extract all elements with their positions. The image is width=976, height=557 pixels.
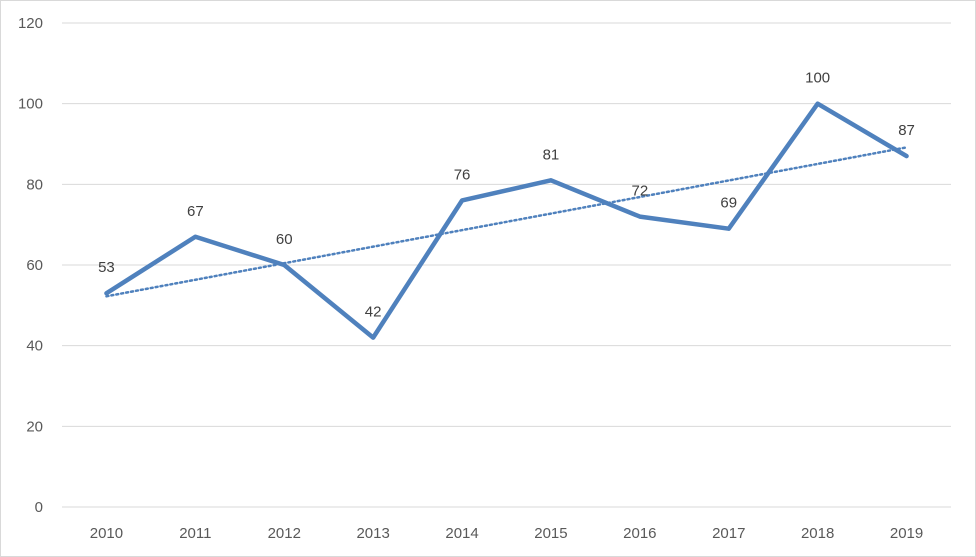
data-label-2015: 81: [543, 146, 560, 163]
gridlines: [62, 22, 951, 508]
x-tick-label-2016: 2016: [623, 525, 656, 542]
data-label-2011: 67: [187, 203, 204, 220]
y-tick-label-80: 80: [26, 176, 43, 193]
data-label-2019: 87: [898, 122, 915, 139]
x-tick-label-2017: 2017: [712, 525, 745, 542]
x-tick-label-2015: 2015: [534, 525, 567, 542]
data-label-2014: 76: [454, 166, 471, 183]
x-tick-label-2011: 2011: [179, 525, 211, 542]
series-layer: [104, 101, 909, 340]
x-tick-label-2010: 2010: [90, 525, 123, 542]
x-tick-label-2019: 2019: [890, 525, 923, 542]
x-tick-label-2014: 2014: [445, 525, 478, 542]
data-label-2013: 42: [365, 304, 382, 321]
trendline-layer: [105, 146, 908, 298]
data-label-2016: 72: [632, 183, 649, 200]
series-line: [104, 101, 909, 340]
y-tick-label-40: 40: [26, 338, 43, 355]
y-tick-label-120: 120: [18, 15, 43, 32]
y-tick-label-60: 60: [26, 257, 43, 274]
data-label-2017: 69: [720, 195, 737, 212]
data-label-2012: 60: [276, 231, 293, 248]
data-labels: 53 67 60 42 76 81 72 69 100 87: [98, 70, 915, 321]
x-tick-label-2018: 2018: [801, 525, 834, 542]
y-tick-label-100: 100: [18, 96, 43, 113]
x-tick-label-2013: 2013: [356, 525, 389, 542]
y-tick-label-0: 0: [35, 499, 43, 516]
trendline: [105, 146, 908, 298]
x-axis-tick-labels: 2010 2011 2012 2013 2014 2015 2016 2017 2018 2019: [90, 525, 923, 542]
y-tick-label-20: 20: [26, 418, 43, 435]
x-tick-label-2012: 2012: [268, 525, 301, 542]
y-axis-tick-labels: 0 20 40 60 80 100 120: [18, 15, 43, 516]
data-label-2018: 100: [805, 70, 830, 87]
data-label-2010: 53: [98, 259, 115, 276]
